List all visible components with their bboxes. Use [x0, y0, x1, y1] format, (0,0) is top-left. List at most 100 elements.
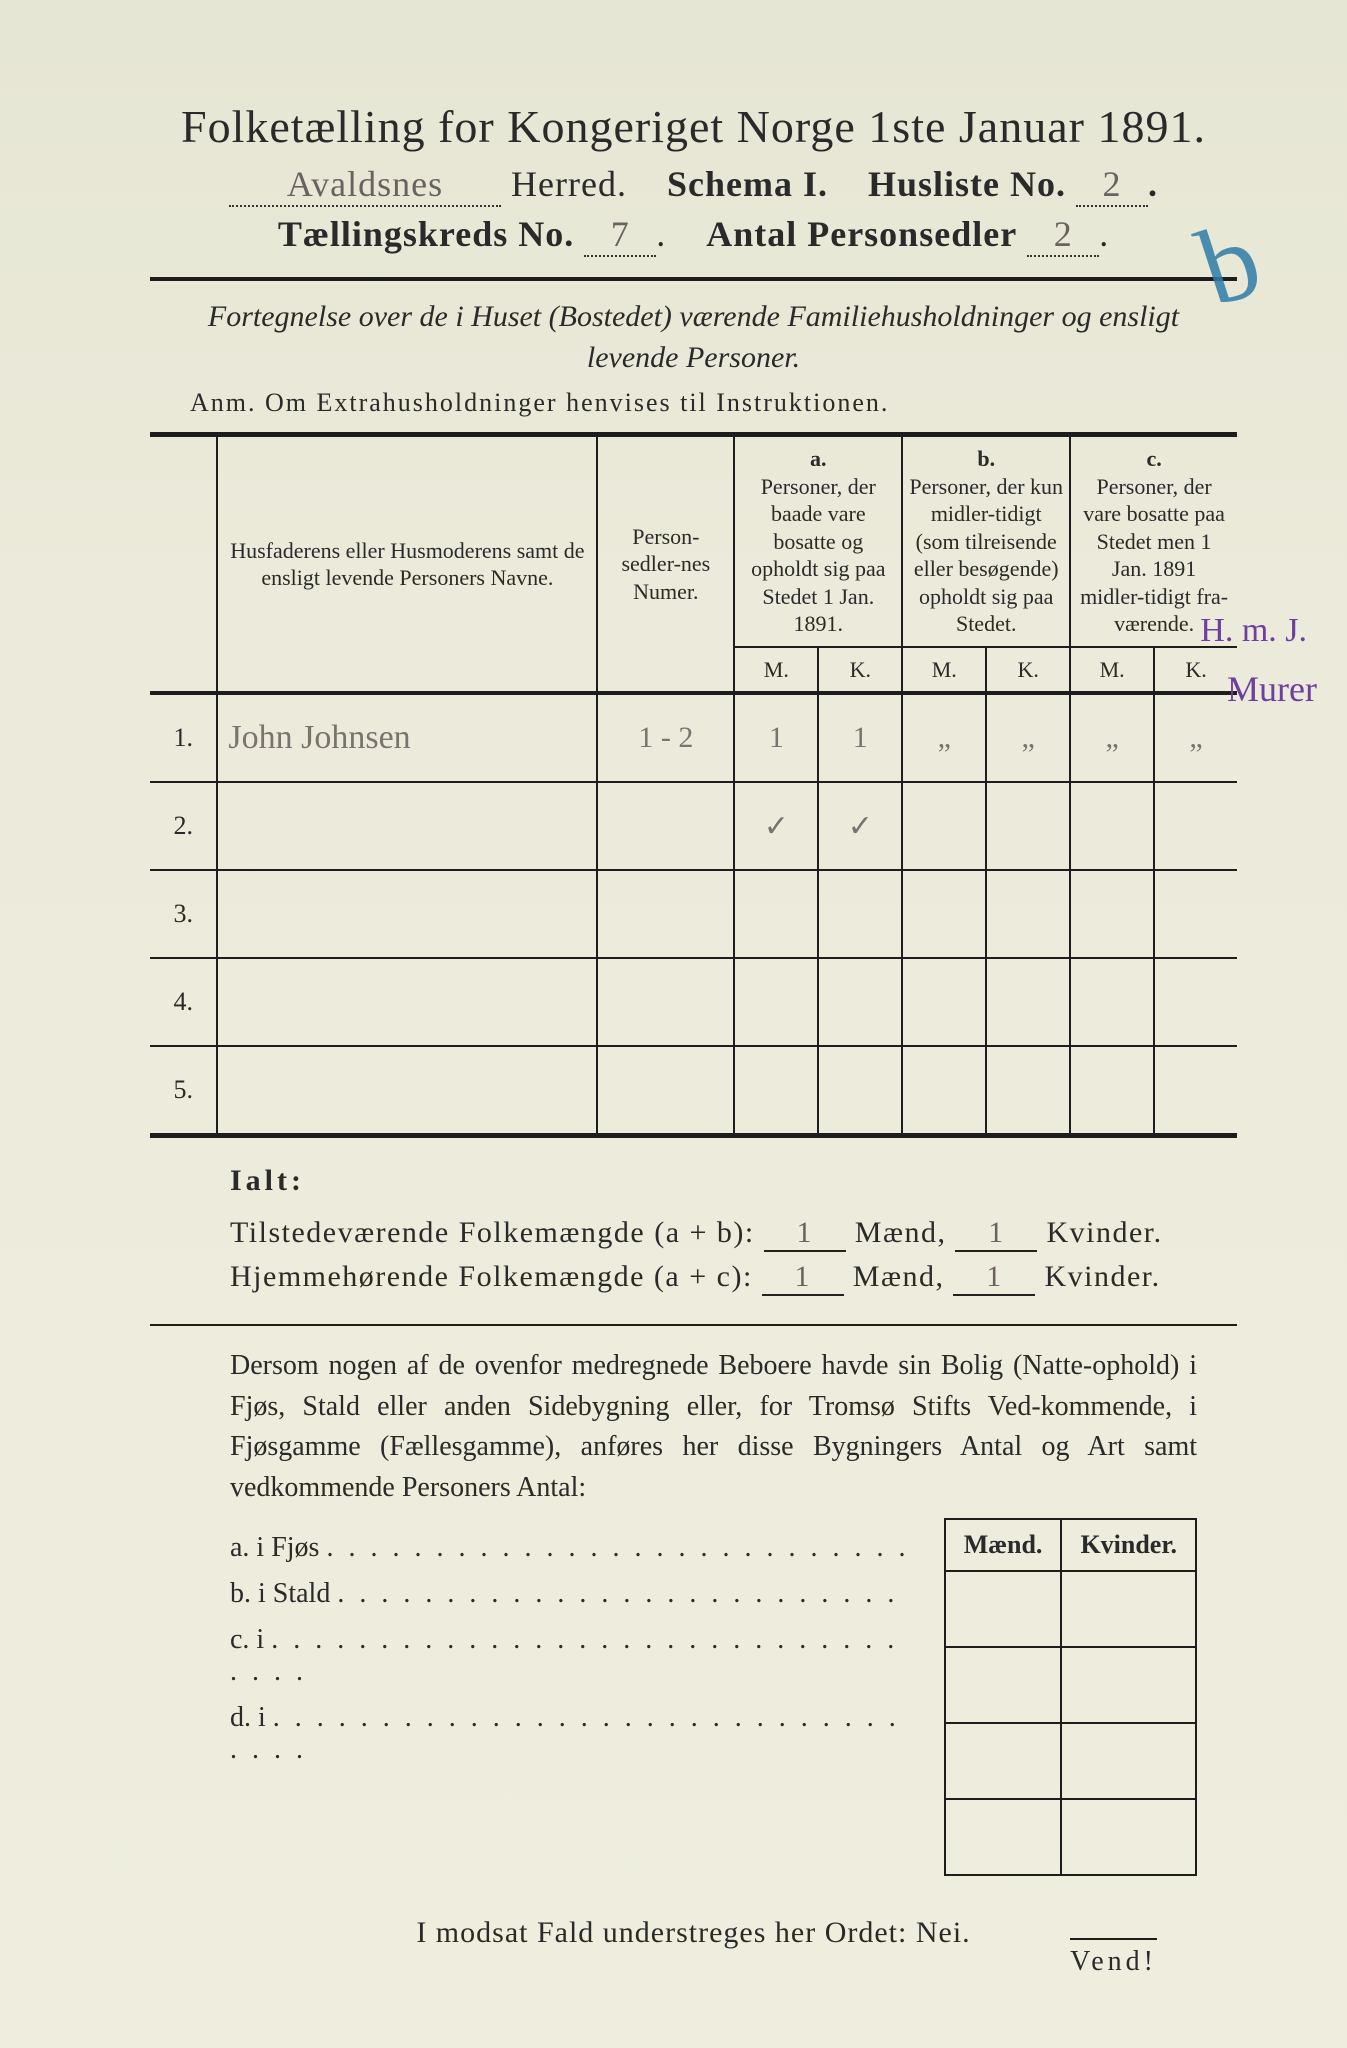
row-name: [217, 782, 597, 870]
personsedler-no: 2: [1027, 213, 1099, 257]
mk-cell: [945, 1723, 1062, 1799]
herred-name-handwritten: Avaldsnes: [229, 163, 501, 207]
col-b-header: b. Personer, der kun midler-tidigt (som …: [902, 435, 1070, 647]
row-b-m: [902, 1046, 986, 1136]
header-line-2: Avaldsnes Herred. Schema I. Husliste No.…: [150, 163, 1237, 207]
row-number: 5.: [150, 1046, 217, 1136]
page-title: Folketælling for Kongeriget Norge 1ste J…: [150, 100, 1237, 153]
row-c-k: [1154, 1046, 1237, 1136]
row-name: [217, 870, 597, 958]
census-table: Husfaderens eller Husmoderens samt de en…: [150, 432, 1237, 1138]
row-b-k: [986, 1046, 1070, 1136]
annotation-purple-murer: Murer: [1227, 668, 1317, 710]
row-c-m: [1070, 870, 1154, 958]
col-c-m: M.: [1070, 647, 1154, 694]
col-b-m: M.: [902, 647, 986, 694]
row-a-m: [734, 958, 818, 1046]
sum-ab: Tilstedeværende Folkemængde (a + b): 1 M…: [230, 1216, 1237, 1252]
row-name: [217, 958, 597, 1046]
mk-maend-header: Mænd.: [945, 1519, 1062, 1571]
col-rownum: [150, 435, 217, 694]
subtitle-line1: Fortegnelse over de i Huset (Bostedet) v…: [208, 300, 1179, 333]
row-a-k: [818, 958, 902, 1046]
row-b-m: [902, 870, 986, 958]
mk-cell: [1061, 1571, 1196, 1647]
col-psn-header: Person-sedler-nes Numer.: [597, 435, 734, 694]
building-row-d: d. i . . . . . . . . . . . . . . . . . .…: [230, 1702, 914, 1766]
row-psn: [597, 870, 734, 958]
row-name: John Johnsen: [217, 693, 597, 782]
annotation-purple-hmj: H. m. J.: [1200, 612, 1307, 650]
col-a-letter: a.: [810, 446, 827, 471]
row-psn: [597, 958, 734, 1046]
col-a-header: a. Personer, der baade vare bosatte og o…: [734, 435, 902, 647]
mk-row: [945, 1799, 1196, 1875]
row-psn: 1 - 2: [597, 693, 734, 782]
table-row: 4.: [150, 958, 1237, 1046]
subtitle: Fortegnelse over de i Huset (Bostedet) v…: [150, 297, 1237, 378]
census-form-page: b H. m. J. Murer Folketælling for Konger…: [0, 0, 1347, 2048]
building-row-b: b. i Stald . . . . . . . . . . . . . . .…: [230, 1578, 914, 1610]
maend-label: Mænd,: [855, 1216, 947, 1249]
row-b-k: [986, 958, 1070, 1046]
row-c-k: [1154, 870, 1237, 958]
sum-ab-k: 1: [955, 1216, 1037, 1252]
table-row: 5.: [150, 1046, 1237, 1136]
row-c-m: [1070, 1046, 1154, 1136]
census-table-body: 1. John Johnsen 1 - 2 1 1 „ „ „ „ 2. ✓ ✓: [150, 693, 1237, 1136]
subtitle-line2: levende Personer.: [587, 341, 800, 374]
row-number: 1.: [150, 693, 217, 782]
col-b-k: K.: [986, 647, 1070, 694]
building-d-label: d. i: [230, 1702, 266, 1733]
col-b-letter: b.: [977, 446, 995, 471]
dots: . . . . . . . . . . . . . . . . . . . . …: [326, 1532, 909, 1563]
row-a-m: 1: [734, 693, 818, 782]
row-b-m: [902, 782, 986, 870]
row-a-k: ✓: [818, 782, 902, 870]
mk-kvinder-header: Kvinder.: [1061, 1519, 1196, 1571]
mk-cell: [945, 1647, 1062, 1723]
row-b-k: [986, 782, 1070, 870]
table-row: 3.: [150, 870, 1237, 958]
row-c-m: [1070, 958, 1154, 1046]
kreds-label: Tællingskreds No.: [278, 214, 574, 254]
sum-ab-m: 1: [764, 1216, 846, 1252]
row-a-k: 1: [818, 693, 902, 782]
schema-label: Schema I.: [667, 164, 828, 204]
row-psn: [597, 782, 734, 870]
row-a-m: ✓: [734, 782, 818, 870]
bottom-zone: a. i Fjøs . . . . . . . . . . . . . . . …: [230, 1518, 1197, 1876]
row-b-m: „: [902, 693, 986, 782]
ialt-label: Ialt:: [230, 1164, 1237, 1198]
personsedler-label: Antal Personsedler: [706, 214, 1017, 254]
col-a-m: M.: [734, 647, 818, 694]
building-mk-table: Mænd. Kvinder.: [944, 1518, 1197, 1876]
dots: . . . . . . . . . . . . . . . . . . . . …: [337, 1578, 898, 1609]
row-b-k: „: [986, 693, 1070, 782]
row-a-m: [734, 870, 818, 958]
dots: . . . . . . . . . . . . . . . . . . . . …: [230, 1624, 898, 1687]
building-c-label: c. i: [230, 1624, 264, 1655]
sum-ac-k: 1: [953, 1260, 1035, 1296]
row-a-k: [818, 870, 902, 958]
col-b-text: Personer, der kun midler-tidigt (som til…: [909, 474, 1063, 637]
col-a-k: K.: [818, 647, 902, 694]
sum-ac-m: 1: [762, 1260, 844, 1296]
mk-cell: [945, 1799, 1062, 1875]
col-c-letter: c.: [1146, 446, 1161, 471]
sum-ac: Hjemmehørende Folkemængde (a + c): 1 Mæn…: [230, 1260, 1237, 1296]
ialt-summary: Ialt: Tilstedeværende Folkemængde (a + b…: [230, 1164, 1237, 1296]
header-line-3: Tællingskreds No. 7. Antal Personsedler …: [150, 213, 1237, 257]
row-number: 2.: [150, 782, 217, 870]
building-list: a. i Fjøs . . . . . . . . . . . . . . . …: [230, 1518, 914, 1780]
sum-ac-prefix: Hjemmehørende Folkemængde (a + c):: [230, 1260, 753, 1293]
row-c-m: [1070, 782, 1154, 870]
divider-mid: [150, 1324, 1237, 1326]
row-c-k: „: [1154, 693, 1237, 782]
building-row-c: c. i . . . . . . . . . . . . . . . . . .…: [230, 1624, 914, 1688]
mk-cell: [1061, 1647, 1196, 1723]
row-c-m: „: [1070, 693, 1154, 782]
row-number: 4.: [150, 958, 217, 1046]
herred-label: Herred.: [511, 164, 627, 204]
row-b-m: [902, 958, 986, 1046]
